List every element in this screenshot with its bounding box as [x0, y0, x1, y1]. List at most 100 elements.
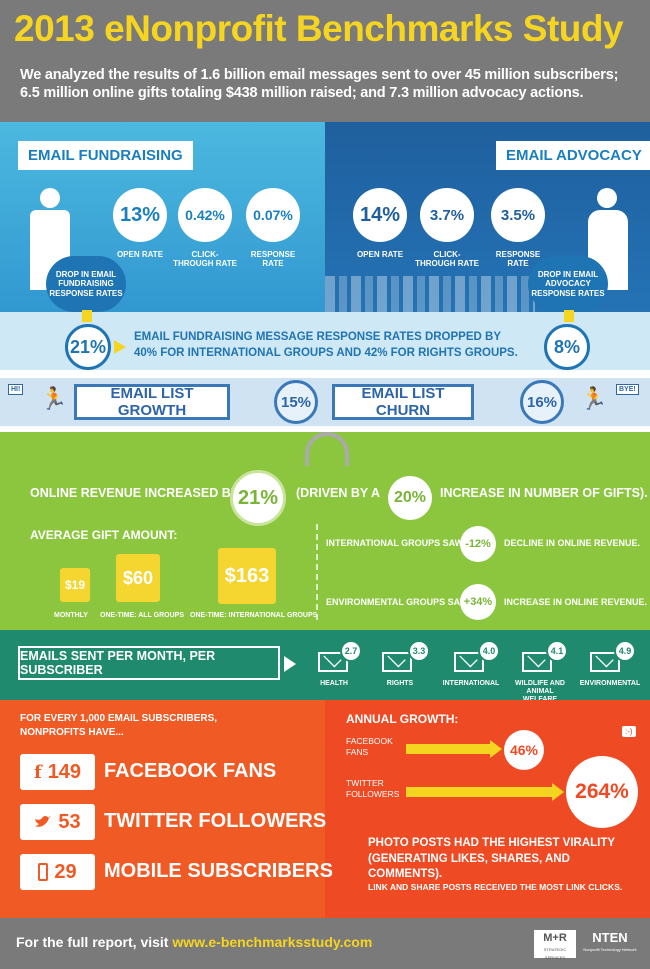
revenue-divider — [316, 524, 318, 620]
annual-growth-label: ANNUAL GROWTH: — [346, 712, 459, 726]
drop-note: EMAIL FUNDRAISING MESSAGE RESPONSE RATES… — [134, 331, 518, 359]
advocacy-drop-cloud: DROP IN EMAIL ADVOCACY RESPONSE RATES — [528, 256, 608, 312]
revenue-suffix: INCREASE IN NUMBER OF GIFTS). — [440, 486, 648, 500]
facebook-growth-value: 46% — [504, 730, 544, 770]
health-emails-value: 2.7 — [340, 640, 362, 662]
drop-arrow-icon — [82, 310, 92, 322]
gift-bag-international: $163 — [218, 548, 276, 604]
envelope-icon — [522, 652, 552, 672]
intl-revenue-suffix: DECLINE IN ONLINE REVENUE. — [504, 538, 641, 548]
rights-emails-value: 3.3 — [408, 640, 430, 662]
running-person-icon: 🏃 — [40, 386, 68, 411]
mobile-count: 29 — [54, 860, 77, 883]
footer-prefix: For the full report, visit — [16, 934, 169, 950]
email-list-growth-label: EMAIL LIST GROWTH — [74, 384, 230, 420]
rights-caption: RIGHTS — [386, 680, 414, 687]
intl-revenue-value: -12% — [460, 526, 496, 562]
shopping-bag-handle-icon — [305, 432, 349, 466]
city-skyline-right — [325, 276, 535, 312]
facebook-growth-bar — [406, 744, 492, 754]
smiley-speech-bubble: :-) — [622, 726, 636, 737]
envelope-icon — [590, 652, 620, 672]
arrow-right-icon — [552, 783, 564, 801]
gifts-increase-value: 20% — [388, 476, 432, 520]
env-revenue-prefix: ENVIRONMENTAL GROUPS SAW A — [326, 597, 477, 607]
revenue-prefix: ONLINE REVENUE INCREASED BY — [30, 486, 240, 500]
report-link[interactable]: www.e-benchmarksstudy.com — [172, 934, 373, 950]
arrow-right-icon — [284, 656, 296, 672]
running-person-icon: 🏃 — [580, 386, 608, 411]
envelope-icon — [454, 652, 484, 672]
social-intro: FOR EVERY 1,000 EMAIL SUBSCRIBERS, NONPR… — [20, 713, 218, 738]
person-head-icon — [40, 188, 60, 208]
twitter-bird-icon — [35, 816, 52, 827]
link-posts-note: LINK AND SHARE POSTS RECEIVED THE MOST L… — [368, 882, 623, 892]
arrow-right-icon — [490, 740, 502, 758]
fundraising-drop-value: 21% — [65, 324, 111, 370]
emails-per-month-label: EMAILS SENT PER MONTH, PER SUBSCRIBER — [18, 646, 280, 680]
advocacy-open-rate-caption: OPEN RATE — [356, 250, 404, 259]
mr-logo: M+R STRATEGIC SERVICES — [534, 930, 576, 960]
health-caption: HEALTH — [320, 680, 348, 687]
page-subtitle: We analyzed the results of 1.6 billion e… — [20, 67, 619, 102]
international-caption: INTERNATIONAL — [442, 680, 500, 687]
person-head-icon — [597, 188, 617, 208]
wildlife-caption: WILDLIFE AND ANIMAL WELFARE — [515, 680, 565, 703]
revenue-middle: (DRIVEN BY A — [296, 486, 381, 500]
mobile-label: MOBILE SUBSCRIBERS — [104, 860, 333, 882]
advocacy-click-through-rate: 3.7% — [420, 188, 474, 242]
gift-bag-one-time: $60 — [116, 554, 160, 602]
email-list-growth-value: 15% — [274, 380, 318, 424]
twitter-count-box: 53 — [20, 804, 95, 840]
advocacy-click-through-caption: CLICK-THROUGH RATE — [415, 250, 479, 269]
gift-caption-one-time: ONE-TIME: ALL GROUPS — [100, 612, 184, 619]
email-advocacy-label: EMAIL ADVOCACY — [496, 141, 650, 170]
revenue-increase-value: 21% — [230, 470, 286, 526]
facebook-icon: f — [33, 761, 42, 783]
advocacy-drop-value: 8% — [544, 324, 590, 370]
fundraising-open-rate: 13% — [113, 188, 167, 242]
env-revenue-suffix: INCREASE IN ONLINE REVENUE. — [504, 597, 648, 607]
bye-speech-bubble: BYE! — [616, 384, 639, 395]
fundraising-response-rate: 0.07% — [246, 188, 300, 242]
fundraising-response-caption: RESPONSE RATE — [250, 250, 296, 269]
international-emails-value: 4.0 — [478, 640, 500, 662]
average-gift-label: AVERAGE GIFT AMOUNT: — [30, 528, 178, 542]
mr-logo-sub: STRATEGIC SERVICES — [543, 947, 567, 960]
fundraising-click-through-rate: 0.42% — [178, 188, 232, 242]
fundraising-click-through-caption: CLICK-THROUGH RATE — [173, 250, 237, 269]
fundraising-open-rate-caption: OPEN RATE — [116, 250, 164, 259]
footer-text: For the full report, visit www.e-benchma… — [16, 934, 372, 950]
facebook-count: 149 — [47, 760, 82, 783]
envelope-icon — [318, 652, 348, 672]
twitter-growth-value: 264% — [566, 756, 638, 828]
gift-caption-international: ONE-TIME: INTERNATIONAL GROUPS — [190, 612, 318, 619]
environmental-emails-value: 4.9 — [614, 640, 636, 662]
twitter-count: 53 — [58, 810, 81, 833]
email-fundraising-label: EMAIL FUNDRAISING — [18, 141, 193, 170]
twitter-growth-label: TWITTER FOLLOWERS — [346, 778, 400, 800]
mobile-count-box: 29 — [20, 854, 95, 890]
email-list-churn-value: 16% — [520, 380, 564, 424]
twitter-label: TWITTER FOLLOWERS — [104, 810, 327, 832]
advocacy-open-rate: 14% — [353, 188, 407, 242]
nten-logo: NTEN Nonprofit Technology Network — [582, 930, 638, 958]
fundraising-drop-cloud: DROP IN EMAIL FUNDRAISING RESPONSE RATES — [46, 256, 126, 312]
mr-logo-text: M+R — [543, 932, 567, 944]
photo-posts-note: PHOTO POSTS HAD THE HIGHEST VIRALITY (GE… — [368, 837, 615, 881]
gift-bag-monthly: $19 — [60, 568, 90, 602]
facebook-label: FACEBOOK FANS — [104, 760, 277, 782]
arrow-right-icon — [114, 340, 126, 354]
page-title: 2013 eNonprofit Benchmarks Study — [14, 8, 624, 49]
env-revenue-value: +34% — [460, 584, 496, 620]
email-list-churn-label: EMAIL LIST CHURN — [332, 384, 474, 420]
facebook-growth-label: FACEBOOK FANS — [346, 736, 393, 758]
drop-arrow-icon — [564, 310, 574, 322]
nten-logo-text: NTEN — [592, 930, 628, 945]
hi-speech-bubble: HI! — [8, 384, 24, 395]
header-banner — [0, 0, 650, 122]
twitter-growth-bar — [406, 787, 556, 797]
advocacy-response-rate: 3.5% — [491, 188, 545, 242]
advocacy-response-caption: RESPONSE RATE — [495, 250, 541, 269]
wildlife-emails-value: 4.1 — [546, 640, 568, 662]
